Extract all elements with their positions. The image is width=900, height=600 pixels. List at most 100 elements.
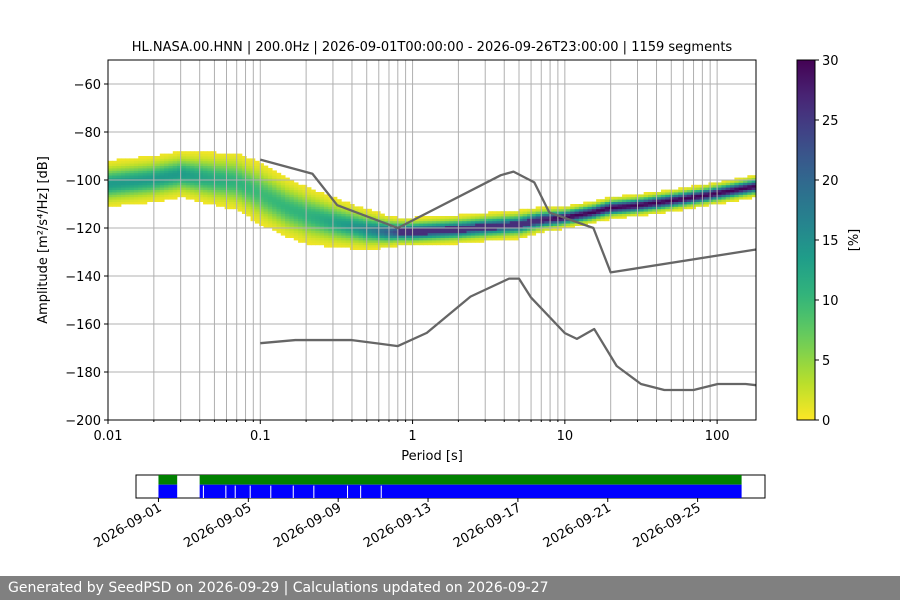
- heatmap-cell: [138, 189, 143, 193]
- heatmap-cell: [479, 240, 485, 243]
- heatmap-cell: [285, 189, 290, 193]
- heatmap-cell: [237, 158, 243, 162]
- heatmap-cell: [302, 218, 308, 222]
- heatmap-cell: [743, 180, 748, 183]
- heatmap-cell: [483, 223, 489, 226]
- heatmap-cell: [112, 168, 118, 171]
- heatmap-cell: [207, 194, 213, 198]
- heatmap-cell: [112, 184, 118, 188]
- heatmap-cell: [419, 216, 424, 219]
- heatmap-cell: [725, 194, 731, 198]
- heatmap-cell: [453, 235, 459, 238]
- heatmap-cell: [224, 156, 230, 159]
- heatmap-cell: [384, 232, 390, 236]
- heatmap-cell: [285, 208, 290, 212]
- heatmap-cell: [423, 216, 429, 219]
- heatmap-cell: [246, 208, 251, 212]
- heatmap-cell: [708, 192, 714, 195]
- heatmap-cell: [285, 235, 290, 238]
- heatmap-cell: [328, 218, 334, 222]
- heatmap-cell: [479, 232, 485, 236]
- heatmap-cell: [466, 232, 472, 236]
- heatmap-cell: [419, 218, 424, 222]
- heatmap-cell: [194, 194, 200, 198]
- heatmap-cell: [457, 235, 463, 238]
- heatmap-cell: [120, 201, 126, 205]
- heatmap-cell: [734, 192, 740, 195]
- heatmap-cell: [380, 232, 385, 236]
- heatmap-cell: [168, 180, 174, 183]
- heatmap-cell: [730, 187, 735, 190]
- heatmap-cell: [259, 211, 264, 214]
- heatmap-cell: [527, 208, 532, 212]
- x-tick-label: 0.01: [94, 429, 123, 444]
- heatmap-cell: [540, 223, 545, 226]
- heatmap-cell: [185, 196, 191, 200]
- heatmap-cell: [734, 187, 740, 190]
- heatmap-cell: [501, 223, 506, 226]
- heatmap-cell: [669, 204, 675, 207]
- heatmap-cell: [302, 213, 308, 217]
- heatmap-cell: [259, 206, 264, 210]
- heatmap-cell: [345, 201, 351, 205]
- heatmap-cell: [198, 172, 204, 176]
- heatmap-cell: [501, 230, 506, 234]
- heatmap-cell: [155, 180, 161, 183]
- heatmap-cell: [168, 168, 174, 171]
- heatmap-cell: [604, 196, 610, 200]
- heatmap-cell: [475, 225, 480, 229]
- heatmap-cell: [177, 160, 182, 164]
- heatmap-cell: [112, 196, 118, 200]
- heatmap-cell: [138, 172, 143, 176]
- heatmap-cell: [207, 175, 213, 178]
- heatmap-cell: [591, 208, 597, 212]
- heatmap-cell: [462, 225, 467, 229]
- heatmap-cell: [475, 220, 480, 224]
- heatmap-cell: [302, 199, 308, 202]
- heatmap-cell: [324, 208, 329, 212]
- heatmap-cell: [660, 204, 666, 207]
- heatmap-cell: [371, 228, 377, 231]
- heatmap-cell: [246, 187, 251, 190]
- heatmap-cell: [293, 192, 299, 195]
- heatmap-cell: [648, 201, 653, 205]
- heatmap-cell: [583, 201, 588, 205]
- heatmap-cell: [336, 201, 342, 205]
- heatmap-cell: [272, 228, 277, 231]
- heatmap-cell: [712, 189, 718, 193]
- heatmap-cell: [332, 242, 338, 246]
- heatmap-cell: [324, 242, 329, 246]
- heatmap-cell: [591, 206, 597, 210]
- heatmap-cell: [194, 189, 200, 193]
- heatmap-cell: [207, 165, 213, 169]
- heatmap-cell: [142, 201, 148, 205]
- heatmap-cell: [259, 199, 264, 202]
- heatmap-cell: [177, 182, 182, 186]
- heatmap-cell: [203, 163, 208, 166]
- heatmap-cell: [120, 172, 126, 176]
- heatmap-cell: [302, 208, 308, 212]
- heatmap-cell: [643, 194, 649, 198]
- heatmap-cell: [328, 242, 334, 246]
- coverage-bar: [199, 475, 742, 485]
- heatmap-cell: [298, 187, 303, 190]
- heatmap-cell: [686, 194, 692, 198]
- heatmap-cell: [656, 204, 662, 207]
- heatmap-cell: [639, 204, 645, 207]
- heatmap-cell: [462, 235, 467, 238]
- heatmap-cell: [432, 237, 437, 241]
- heatmap-cell: [254, 216, 260, 219]
- heatmap-cell: [501, 237, 506, 241]
- heatmap-cell: [146, 175, 152, 178]
- heatmap-cell: [682, 187, 688, 190]
- heatmap-cell: [194, 192, 200, 195]
- heatmap-cell: [552, 225, 558, 229]
- heatmap-cell: [254, 199, 260, 202]
- heatmap-cell: [362, 240, 368, 243]
- heatmap-cell: [112, 182, 118, 186]
- heatmap-cell: [267, 211, 273, 214]
- heatmap-cell: [198, 199, 204, 202]
- heatmap-cell: [453, 223, 459, 226]
- heatmap-cell: [311, 199, 316, 202]
- heatmap-cell: [146, 194, 152, 198]
